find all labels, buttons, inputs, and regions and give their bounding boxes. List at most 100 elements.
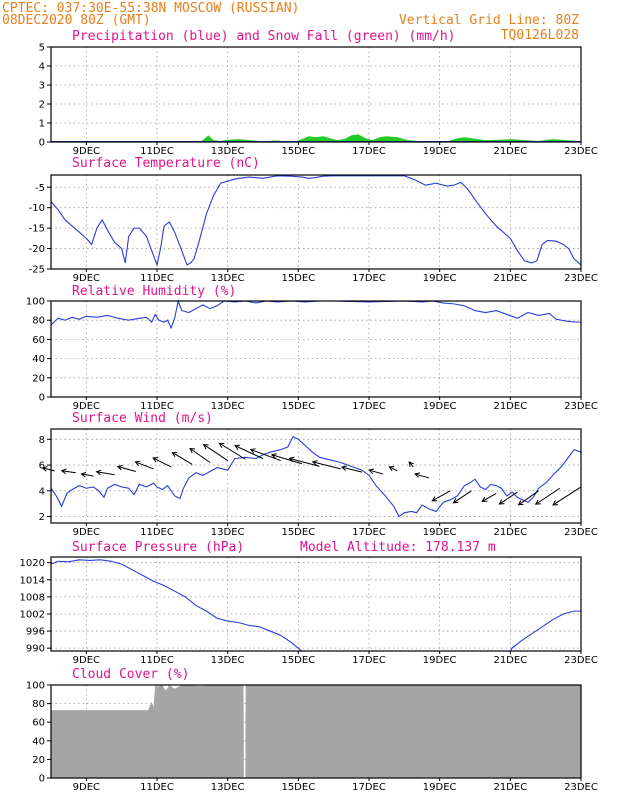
wind-arrow-head <box>218 442 225 448</box>
pressure-ytick-label: 1014 <box>20 575 45 586</box>
header-line1: CPTEC: 037:30E-55:38N MOSCOW (RUSSIAN) <box>2 1 299 16</box>
temperature-frame <box>50 174 582 270</box>
wind-arrow-shaft <box>535 487 561 505</box>
precip-ytick-label: 4 <box>39 62 45 73</box>
humidity-ytick-label: 40 <box>32 354 45 365</box>
wind-arrow-head <box>311 460 318 466</box>
wind-direction-arrow <box>134 460 154 470</box>
pressure-ytick-label: 1020 <box>20 558 45 569</box>
wind-direction-arrow <box>498 491 518 505</box>
wind-ytick-label: 8 <box>39 435 45 446</box>
wind-arrow-shaft <box>389 466 398 472</box>
cloud-xtick-label: 15DEC <box>281 782 315 793</box>
pressure-ytick-label: 996 <box>26 627 45 638</box>
precip-ytick-label: 2 <box>39 100 45 111</box>
wind-arrow-head <box>249 448 256 454</box>
humidity-series-line <box>50 298 581 330</box>
humidity-ytick-label: 80 <box>32 316 45 327</box>
pressure-xtick-label: 13DEC <box>211 655 245 666</box>
wind-direction-arrow <box>431 490 451 502</box>
humidity-xtick-label: 15DEC <box>281 401 315 412</box>
wind-arrow-shaft <box>499 491 518 505</box>
wind-xtick-label: 19DEC <box>423 527 457 538</box>
wind-arrow-shaft <box>481 492 497 502</box>
temperature-xtick-label: 23DEC <box>564 273 598 284</box>
wind-arrow-head <box>80 471 87 478</box>
precip-ytick-label: 5 <box>39 43 45 54</box>
wind-direction-arrow <box>234 444 264 460</box>
wind-arrow-shaft <box>203 444 228 461</box>
wind-arrow-head <box>234 444 241 450</box>
wind-arrow-shaft <box>61 470 76 474</box>
wind-arrow-head <box>340 465 347 471</box>
wind-arrow-shaft <box>250 449 281 462</box>
wind-direction-arrow <box>152 457 172 468</box>
cloud-ytick-label: 100 <box>26 681 45 692</box>
precip-ytick-label: 1 <box>39 119 45 130</box>
precip-xtick-label: 15DEC <box>281 146 315 157</box>
wind-direction-arrow <box>249 448 281 462</box>
temperature-xtick-label: 13DEC <box>211 273 245 284</box>
cloud-panel: 0 20 40 60 80 100 9DEC 11DEC 13DEC 15DEC 17DEC 19DE… <box>26 681 598 794</box>
temperature-ytick-label: -10 <box>29 203 45 214</box>
wind-direction-arrow <box>80 471 94 478</box>
wind-arrow-head <box>368 468 375 474</box>
wind-direction-arrow <box>189 447 211 463</box>
pressure-xtick-label: 19DEC <box>423 655 457 666</box>
cloud-cover-area <box>51 685 581 778</box>
wind-arrow-head <box>189 447 196 454</box>
wind-xtick-label: 23DEC <box>564 527 598 538</box>
wind-arrow-shaft <box>172 451 193 465</box>
wind-arrow-head <box>431 496 438 502</box>
humidity-xtick-label: 21DEC <box>493 401 527 412</box>
plot-layer: 0 1 2 3 4 5 9DEC 11DEC 13DEC 15DEC 17DEC 19DEC 21DEC… <box>20 43 598 794</box>
wind-arrow-head <box>452 498 459 504</box>
temperature-xtick-label: 15DEC <box>281 273 315 284</box>
wind-arrow-head <box>552 500 559 506</box>
cloud-xtick-label: 11DEC <box>140 782 174 793</box>
humidity-ytick-label: 60 <box>32 335 45 346</box>
header-date: 08DEC2020 80Z (GMT) <box>2 13 151 28</box>
wind-arrow-shaft <box>152 457 172 468</box>
pressure-model-altitude: Model Altitude: 178.137 m <box>300 540 496 555</box>
wind-direction-arrow <box>414 472 430 479</box>
wind-ytick-label: 6 <box>39 461 45 472</box>
humidity-ytick-label: 20 <box>32 373 45 384</box>
wind-direction-arrow <box>552 486 582 506</box>
wind-direction-arrow <box>41 466 55 472</box>
wind-arrow-head <box>95 469 102 476</box>
pressure-xtick-label: 11DEC <box>140 655 174 666</box>
wind-direction-arrow <box>534 487 561 505</box>
cloud-xtick-label: 21DEC <box>493 782 527 793</box>
wind-direction-arrow <box>517 490 539 506</box>
wind-arrow-head <box>414 472 421 478</box>
wind-arrow-shaft <box>81 473 94 477</box>
precip-xtick-label: 21DEC <box>493 146 527 157</box>
cloud-frame <box>50 684 582 779</box>
cloud-ytick-label: 80 <box>32 699 45 710</box>
precip-xtick-label: 17DEC <box>352 146 386 157</box>
temperature-xtick-label: 19DEC <box>423 273 457 284</box>
precip-panel: 0 1 2 3 4 5 9DEC 11DEC 13DEC 15DEC 17DEC 19DEC 21DEC… <box>39 43 598 158</box>
pressure-xtick-label: 17DEC <box>352 655 386 666</box>
pressure-xtick-label: 15DEC <box>281 655 315 666</box>
temperature-xtick-label: 11DEC <box>140 273 174 284</box>
header-model-id: TQ0126L028 <box>501 28 579 43</box>
snowfall-area <box>51 134 581 142</box>
wind-direction-arrow <box>95 469 115 476</box>
wind-xtick-label: 15DEC <box>281 527 315 538</box>
wind-direction-arrow <box>388 466 398 472</box>
wind-arrow-head <box>288 456 295 463</box>
wind-arrow-head <box>152 457 159 463</box>
wind-arrow-head <box>171 451 178 457</box>
temperature-ytick-label: -15 <box>29 224 45 235</box>
humidity-panel: 0 20 40 60 80 100 9DEC 11DEC 13DEC 15DEC 17DEC 19DE… <box>26 297 598 413</box>
wind-arrow-shaft <box>289 457 320 467</box>
precip-xtick-label: 9DEC <box>73 146 100 157</box>
wind-direction-arrow <box>481 492 497 502</box>
precip-xtick-label: 23DEC <box>564 146 598 157</box>
humidity-ytick-label: 0 <box>39 393 45 404</box>
humidity-xtick-label: 13DEC <box>211 401 245 412</box>
wind-arrow-head <box>134 460 141 467</box>
wind-arrow-head <box>517 500 524 506</box>
